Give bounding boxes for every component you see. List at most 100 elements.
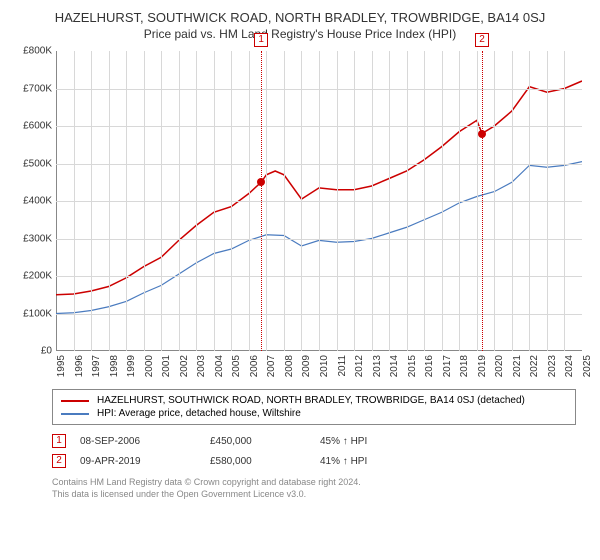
gridline-vertical bbox=[179, 51, 180, 351]
events-table: 1 08-SEP-2006 £450,000 45% ↑ HPI 2 09-AP… bbox=[52, 431, 576, 471]
gridline-vertical bbox=[74, 51, 75, 351]
y-axis-tick: £500K bbox=[12, 158, 52, 169]
x-axis-tick: 2007 bbox=[266, 355, 277, 377]
gridline-vertical bbox=[372, 51, 373, 351]
chart-legend: HAZELHURST, SOUTHWICK ROAD, NORTH BRADLE… bbox=[52, 389, 576, 425]
x-axis-tick: 2019 bbox=[477, 355, 488, 377]
gridline-vertical bbox=[424, 51, 425, 351]
event-price: £450,000 bbox=[210, 436, 320, 447]
event-marker-dot bbox=[257, 178, 265, 186]
x-axis-tick: 2006 bbox=[249, 355, 260, 377]
event-marker-box: 2 bbox=[52, 454, 66, 468]
event-marker-dot bbox=[478, 130, 486, 138]
y-axis-tick: £800K bbox=[12, 46, 52, 57]
x-axis-tick: 2002 bbox=[179, 355, 190, 377]
event-marker-box: 1 bbox=[52, 434, 66, 448]
legend-label: HAZELHURST, SOUTHWICK ROAD, NORTH BRADLE… bbox=[97, 395, 525, 406]
x-axis-tick: 1999 bbox=[126, 355, 137, 377]
gridline-vertical bbox=[109, 51, 110, 351]
gridline-vertical bbox=[442, 51, 443, 351]
event-hpi: 41% ↑ HPI bbox=[320, 456, 367, 467]
gridline-vertical bbox=[196, 51, 197, 351]
legend-label: HPI: Average price, detached house, Wilt… bbox=[97, 408, 301, 419]
x-axis-tick: 2000 bbox=[144, 355, 155, 377]
x-axis-tick: 2024 bbox=[564, 355, 575, 377]
legend-row: HPI: Average price, detached house, Wilt… bbox=[61, 407, 567, 420]
gridline-vertical bbox=[477, 51, 478, 351]
gridline-vertical bbox=[91, 51, 92, 351]
footer-line: Contains HM Land Registry data © Crown c… bbox=[52, 477, 576, 489]
x-axis-tick: 2020 bbox=[494, 355, 505, 377]
event-price: £580,000 bbox=[210, 456, 320, 467]
x-axis-tick: 2003 bbox=[196, 355, 207, 377]
gridline-vertical bbox=[144, 51, 145, 351]
gridline-vertical bbox=[354, 51, 355, 351]
gridline-vertical bbox=[284, 51, 285, 351]
gridline-vertical bbox=[231, 51, 232, 351]
x-axis-tick: 2023 bbox=[547, 355, 558, 377]
y-axis-tick: £0 bbox=[12, 346, 52, 357]
x-axis-tick: 2016 bbox=[424, 355, 435, 377]
event-marker-label: 1 bbox=[254, 33, 268, 47]
event-date: 08-SEP-2006 bbox=[80, 436, 210, 447]
gridline-vertical bbox=[547, 51, 548, 351]
legend-swatch bbox=[61, 413, 89, 415]
x-axis-tick: 1998 bbox=[109, 355, 120, 377]
x-axis-tick: 2010 bbox=[319, 355, 330, 377]
event-marker-line bbox=[261, 51, 262, 351]
x-axis-tick: 2014 bbox=[389, 355, 400, 377]
x-axis-tick: 2015 bbox=[407, 355, 418, 377]
x-axis-tick: 2013 bbox=[372, 355, 383, 377]
footer-line: This data is licensed under the Open Gov… bbox=[52, 489, 576, 501]
chart-subtitle: Price paid vs. HM Land Registry's House … bbox=[12, 27, 588, 41]
event-hpi: 45% ↑ HPI bbox=[320, 436, 367, 447]
chart-title: HAZELHURST, SOUTHWICK ROAD, NORTH BRADLE… bbox=[12, 10, 588, 25]
gridline-vertical bbox=[337, 51, 338, 351]
x-axis-tick: 2012 bbox=[354, 355, 365, 377]
gridline-vertical bbox=[512, 51, 513, 351]
gridline-vertical bbox=[249, 51, 250, 351]
x-axis-tick: 2017 bbox=[442, 355, 453, 377]
event-date: 09-APR-2019 bbox=[80, 456, 210, 467]
gridline-vertical bbox=[301, 51, 302, 351]
x-axis-tick: 2009 bbox=[301, 355, 312, 377]
event-marker-line bbox=[482, 51, 483, 351]
x-axis-tick: 2022 bbox=[529, 355, 540, 377]
x-axis-tick: 2008 bbox=[284, 355, 295, 377]
y-axis-tick: £400K bbox=[12, 196, 52, 207]
x-axis-tick: 1995 bbox=[56, 355, 67, 377]
y-axis-tick: £100K bbox=[12, 308, 52, 319]
x-axis-tick: 2005 bbox=[231, 355, 242, 377]
y-axis-tick: £300K bbox=[12, 233, 52, 244]
gridline-vertical bbox=[319, 51, 320, 351]
x-axis-tick: 2018 bbox=[459, 355, 470, 377]
gridline-vertical bbox=[214, 51, 215, 351]
footer-attribution: Contains HM Land Registry data © Crown c… bbox=[52, 477, 576, 500]
y-axis-tick: £600K bbox=[12, 121, 52, 132]
gridline-vertical bbox=[407, 51, 408, 351]
y-axis-tick: £700K bbox=[12, 83, 52, 94]
event-row: 2 09-APR-2019 £580,000 41% ↑ HPI bbox=[52, 451, 576, 471]
x-axis-tick: 2004 bbox=[214, 355, 225, 377]
legend-row: HAZELHURST, SOUTHWICK ROAD, NORTH BRADLE… bbox=[61, 394, 567, 407]
event-marker-label: 2 bbox=[475, 33, 489, 47]
gridline-vertical bbox=[266, 51, 267, 351]
gridline-vertical bbox=[389, 51, 390, 351]
gridline-vertical bbox=[529, 51, 530, 351]
chart-plot-area: £0 £100K £200K £300K £400K £500K £600K £700K £80… bbox=[12, 47, 588, 387]
chart-container: HAZELHURST, SOUTHWICK ROAD, NORTH BRADLE… bbox=[0, 0, 600, 508]
gridline-vertical bbox=[459, 51, 460, 351]
x-axis-tick: 2011 bbox=[337, 355, 348, 377]
x-axis-tick: 2001 bbox=[161, 355, 172, 377]
gridline-vertical bbox=[161, 51, 162, 351]
y-axis-tick: £200K bbox=[12, 271, 52, 282]
event-row: 1 08-SEP-2006 £450,000 45% ↑ HPI bbox=[52, 431, 576, 451]
x-axis-tick: 1996 bbox=[74, 355, 85, 377]
x-axis-tick: 2025 bbox=[582, 355, 593, 377]
x-axis-tick: 1997 bbox=[91, 355, 102, 377]
x-axis-tick: 2021 bbox=[512, 355, 523, 377]
gridline-vertical bbox=[564, 51, 565, 351]
legend-swatch bbox=[61, 400, 89, 402]
gridline-vertical bbox=[494, 51, 495, 351]
gridline-vertical bbox=[126, 51, 127, 351]
